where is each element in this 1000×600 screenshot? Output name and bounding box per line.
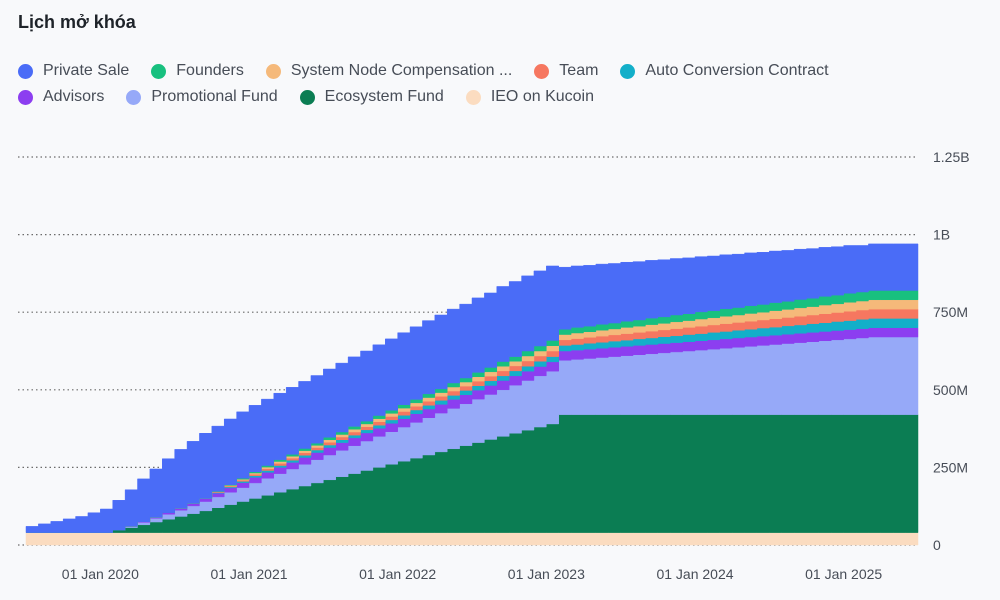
legend-label: System Node Compensation ... <box>290 62 513 79</box>
legend-item-system-node-compensation[interactable]: System Node Compensation ... <box>265 62 513 80</box>
x-tick-label: 01 Jan 2024 <box>656 566 733 582</box>
x-tick-label: 01 Jan 2020 <box>62 566 139 582</box>
legend-row: Advisors Promotional Fund Ecosystem Fund IE… <box>18 84 978 110</box>
legend-dot-icon <box>620 63 636 79</box>
legend-dot-icon <box>534 63 550 79</box>
y-tick-label: 250M <box>933 459 968 475</box>
legend-dot-icon <box>18 89 33 105</box>
legend-item-founders[interactable]: Founders <box>151 62 244 80</box>
y-tick-label: 500M <box>933 382 968 398</box>
legend-label: Auto Conversion Contract <box>645 62 829 79</box>
legend-label: IEO on Kucoin <box>490 88 594 105</box>
y-tick-label: 1.25B <box>933 149 970 165</box>
legend-dot-icon <box>299 89 315 105</box>
x-tick-label: 01 Jan 2025 <box>805 566 882 582</box>
legend-dot-icon <box>126 89 142 105</box>
area-series-private-sale[interactable] <box>25 243 919 533</box>
chart-legend: Private Sale Founders System Node Compensa… <box>18 58 978 110</box>
legend-item-ieo-on-kucoin[interactable]: IEO on Kucoin <box>465 88 594 106</box>
legend-label: Private Sale <box>43 62 130 79</box>
y-tick-label: 0 <box>933 537 941 553</box>
legend-dot-icon <box>151 63 167 79</box>
legend-item-ecosystem-fund[interactable]: Ecosystem Fund <box>299 88 444 106</box>
legend-dot-icon <box>465 89 481 105</box>
legend-label: Team <box>559 62 599 79</box>
legend-dot-icon <box>18 63 33 79</box>
legend-item-promotional-fund[interactable]: Promotional Fund <box>126 88 278 106</box>
legend-label: Promotional Fund <box>151 88 278 105</box>
chart-title: Lịch mở khóa <box>18 12 136 32</box>
legend-label: Ecosystem Fund <box>324 88 444 105</box>
legend-dot-icon <box>265 63 281 79</box>
legend-item-private-sale[interactable]: Private Sale <box>18 62 129 80</box>
legend-item-auto-conversion-contract[interactable]: Auto Conversion Contract <box>620 62 829 80</box>
legend-row: Private Sale Founders System Node Compensa… <box>18 58 978 84</box>
y-tick-label: 1B <box>933 227 950 243</box>
legend-item-advisors[interactable]: Advisors <box>18 88 104 106</box>
x-tick-label: 01 Jan 2021 <box>210 566 287 582</box>
legend-item-team[interactable]: Team <box>534 62 598 80</box>
legend-label: Founders <box>176 62 244 79</box>
x-tick-label: 01 Jan 2022 <box>359 566 436 582</box>
area-series-ieo-on-kucoin[interactable] <box>25 532 919 546</box>
y-tick-label: 750M <box>933 304 968 320</box>
x-tick-label: 01 Jan 2023 <box>508 566 585 582</box>
legend-label: Advisors <box>43 88 105 105</box>
